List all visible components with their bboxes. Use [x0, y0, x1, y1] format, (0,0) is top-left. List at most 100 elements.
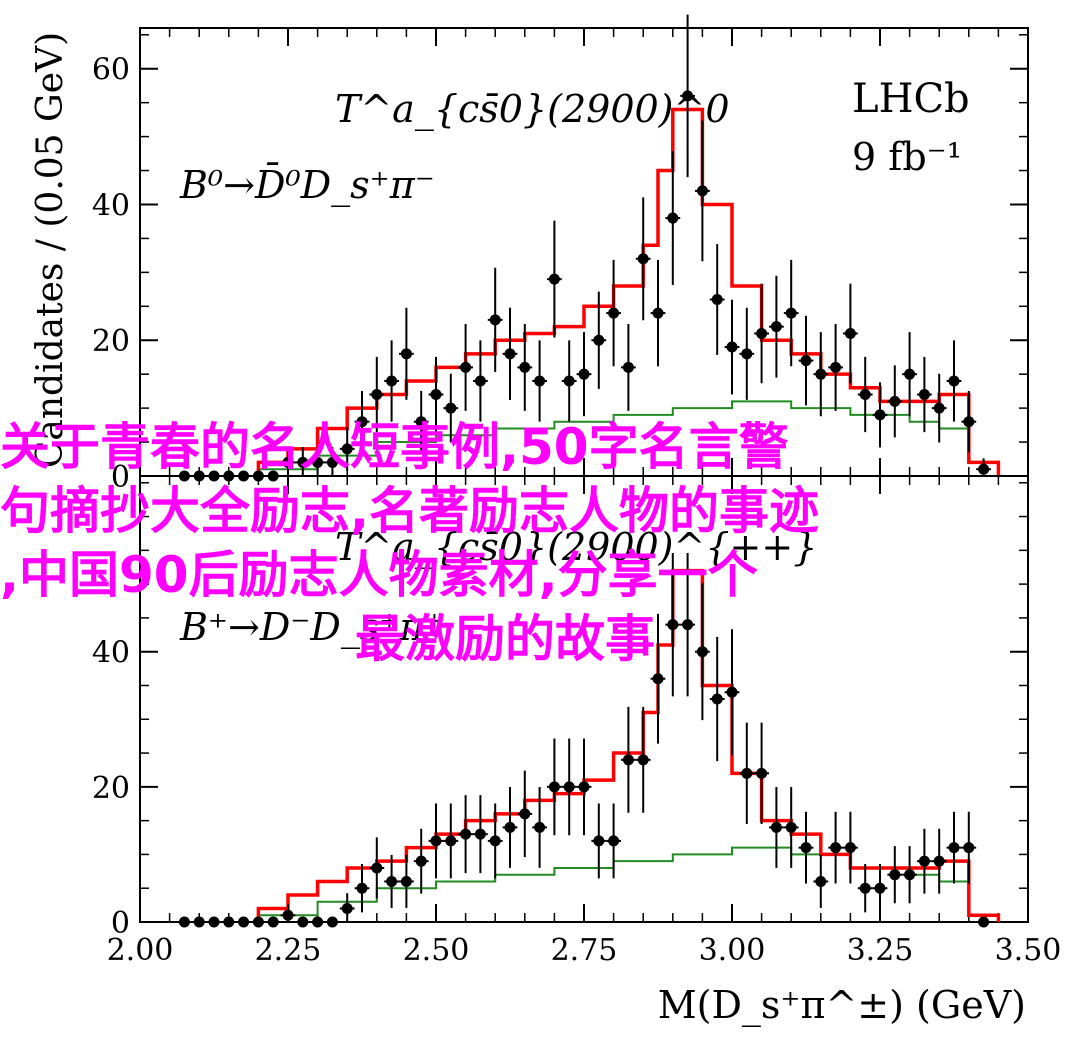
bottom-data-point: [741, 767, 753, 779]
x-axis-label: M(D_s⁺π^±) (GeV): [658, 983, 1026, 1028]
bottom-data-point: [963, 842, 975, 854]
top-data-point: [356, 416, 368, 428]
bottom-data-point: [430, 835, 442, 847]
bottom-data-point: [770, 821, 782, 833]
top-y-tick-label: 40: [92, 188, 130, 223]
bottom-data-point: [785, 821, 797, 833]
bottom-data-point: [238, 916, 250, 928]
top-data-point: [652, 307, 664, 319]
top-data-point: [682, 90, 694, 102]
top-data-point: [785, 307, 797, 319]
top-data-point: [918, 389, 930, 401]
bottom-data-point: [208, 916, 220, 928]
bottom-data-point: [400, 875, 412, 887]
bottom-background-fit-line: [257, 846, 1000, 922]
top-data-point: [341, 443, 353, 455]
top-data-point: [608, 307, 620, 319]
bottom-data-point: [800, 842, 812, 854]
bottom-data-point: [889, 869, 901, 881]
bottom-data-point: [223, 916, 235, 928]
bottom-data-point: [696, 646, 708, 658]
bottom-data-point: [474, 828, 486, 840]
lhcb-tag: LHCb: [852, 76, 970, 122]
top-data-point: [519, 361, 531, 373]
x-tick-label: 3.00: [699, 933, 766, 968]
top-data-point: [637, 253, 649, 265]
bottom-data-point: [445, 835, 457, 847]
top-data-point: [844, 327, 856, 339]
bottom-data-point: [622, 754, 634, 766]
top-data-point: [622, 361, 634, 373]
bottom-data-point: [415, 855, 427, 867]
bottom-data-point: [815, 875, 827, 887]
top-data-point: [474, 375, 486, 387]
top-data-point: [415, 416, 427, 428]
bottom-data-point: [460, 828, 472, 840]
top-background-fit-line: [257, 400, 1000, 476]
top-data-point: [430, 389, 442, 401]
top-data-point: [933, 402, 945, 414]
bottom-data-point: [918, 855, 930, 867]
bottom-data-point: [978, 916, 990, 928]
luminosity-tag: 9 fb⁻¹: [852, 135, 962, 179]
top-panel: 0 20 40 60 T^a_{cs̄0}(2900)^0 B⁰→D̄⁰D_s⁺π⁻ LHC…: [30, 14, 1029, 495]
bottom-data-point: [267, 916, 279, 928]
top-data-point: [282, 456, 294, 468]
top-data-point: [948, 375, 960, 387]
bottom-data-point: [608, 835, 620, 847]
top-y-tick-label: 0: [111, 460, 130, 495]
top-data-point: [963, 416, 975, 428]
top-data-point: [830, 361, 842, 373]
bottom-data-point: [282, 909, 294, 921]
x-tick-label: 2.75: [551, 933, 618, 968]
bottom-data-point: [504, 821, 516, 833]
top-data-point: [563, 375, 575, 387]
top-y-tick-label: 20: [92, 324, 130, 359]
bottom-data-point: [489, 835, 501, 847]
top-data-point: [548, 273, 560, 285]
top-data-point: [386, 375, 398, 387]
bottom-data-point: [563, 781, 575, 793]
x-tick-label: 2.50: [403, 933, 470, 968]
bottom-data-point: [637, 754, 649, 766]
top-data-point: [489, 314, 501, 326]
bottom-data-point: [948, 842, 960, 854]
bottom-data-point: [386, 875, 398, 887]
bottom-data-point: [756, 767, 768, 779]
bottom-data-point: [193, 916, 205, 928]
top-data-point: [504, 348, 516, 360]
bottom-panel: 0 20 40 T^a_{cs̄0}(2900)^{++} B⁺→D⁻D_s⁺π⁺ 2.0…: [92, 475, 1061, 1028]
bottom-data-point: [933, 855, 945, 867]
top-data-point: [696, 185, 708, 197]
bottom-y-tick-label: 20: [92, 771, 130, 806]
y-axis-label: Candidates / (0.05 GeV): [30, 32, 71, 468]
top-data-point: [371, 389, 383, 401]
top-data-point: [978, 463, 990, 475]
top-data-point: [445, 402, 457, 414]
top-data-point: [889, 395, 901, 407]
top-data-point: [770, 321, 782, 333]
top-data-point: [460, 361, 472, 373]
top-data-point: [756, 327, 768, 339]
top-data-point: [578, 368, 590, 380]
top-data-point: [297, 456, 309, 468]
bottom-data-point: [726, 686, 738, 698]
bottom-data-point: [859, 882, 871, 894]
x-tick-label: 3.25: [847, 933, 914, 968]
bottom-data-point: [297, 916, 309, 928]
top-data-point: [904, 368, 916, 380]
top-data-point: [534, 375, 546, 387]
bottom-data-point: [904, 869, 916, 881]
bottom-data-point: [341, 902, 353, 914]
bottom-data-point: [356, 882, 368, 894]
top-data-point: [326, 456, 338, 468]
top-data-point: [667, 212, 679, 224]
bottom-data-point: [578, 781, 590, 793]
top-title-line-2: B⁰→D̄⁰D_s⁺π⁻: [179, 163, 435, 208]
bottom-data-point: [548, 781, 560, 793]
top-data-point: [400, 348, 412, 360]
bottom-y-tick-label: 40: [92, 636, 130, 671]
bottom-data-point: [312, 916, 324, 928]
x-tick-label: 2.00: [107, 933, 174, 968]
